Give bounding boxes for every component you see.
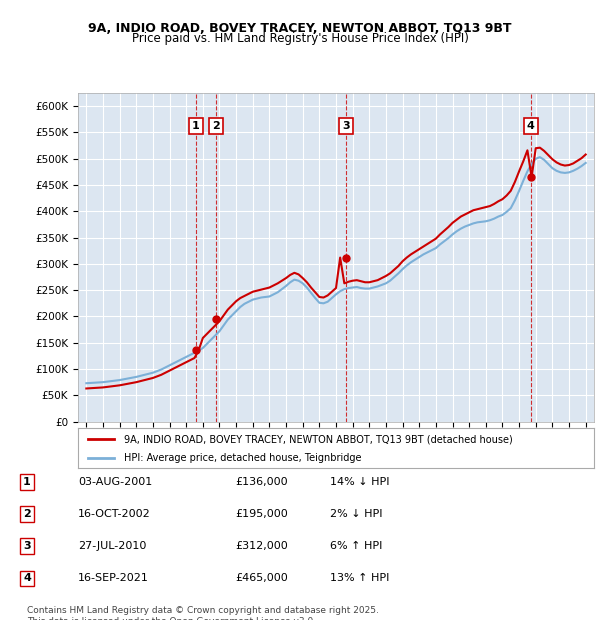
Text: 9A, INDIO ROAD, BOVEY TRACEY, NEWTON ABBOT, TQ13 9BT: 9A, INDIO ROAD, BOVEY TRACEY, NEWTON ABB… [88,22,512,35]
Text: 3: 3 [342,121,350,131]
Text: 4: 4 [23,574,31,583]
Text: 13% ↑ HPI: 13% ↑ HPI [330,574,389,583]
Text: 16-OCT-2002: 16-OCT-2002 [78,509,151,519]
Text: 27-JUL-2010: 27-JUL-2010 [78,541,146,551]
Text: 03-AUG-2001: 03-AUG-2001 [78,477,152,487]
Text: £195,000: £195,000 [235,509,288,519]
Text: 1: 1 [23,477,31,487]
Text: 2: 2 [23,509,31,519]
Text: 4: 4 [527,121,535,131]
Text: 1: 1 [192,121,200,131]
Text: Price paid vs. HM Land Registry's House Price Index (HPI): Price paid vs. HM Land Registry's House … [131,32,469,45]
Text: 2: 2 [212,121,220,131]
Text: £465,000: £465,000 [235,574,288,583]
Text: Contains HM Land Registry data © Crown copyright and database right 2025.
This d: Contains HM Land Registry data © Crown c… [27,606,379,620]
Text: 16-SEP-2021: 16-SEP-2021 [78,574,149,583]
Text: 3: 3 [23,541,31,551]
Text: 6% ↑ HPI: 6% ↑ HPI [330,541,382,551]
Text: £136,000: £136,000 [235,477,288,487]
Text: £312,000: £312,000 [235,541,288,551]
Text: HPI: Average price, detached house, Teignbridge: HPI: Average price, detached house, Teig… [124,453,362,463]
Text: 14% ↓ HPI: 14% ↓ HPI [330,477,389,487]
Text: 2% ↓ HPI: 2% ↓ HPI [330,509,383,519]
Text: 9A, INDIO ROAD, BOVEY TRACEY, NEWTON ABBOT, TQ13 9BT (detached house): 9A, INDIO ROAD, BOVEY TRACEY, NEWTON ABB… [124,434,513,444]
